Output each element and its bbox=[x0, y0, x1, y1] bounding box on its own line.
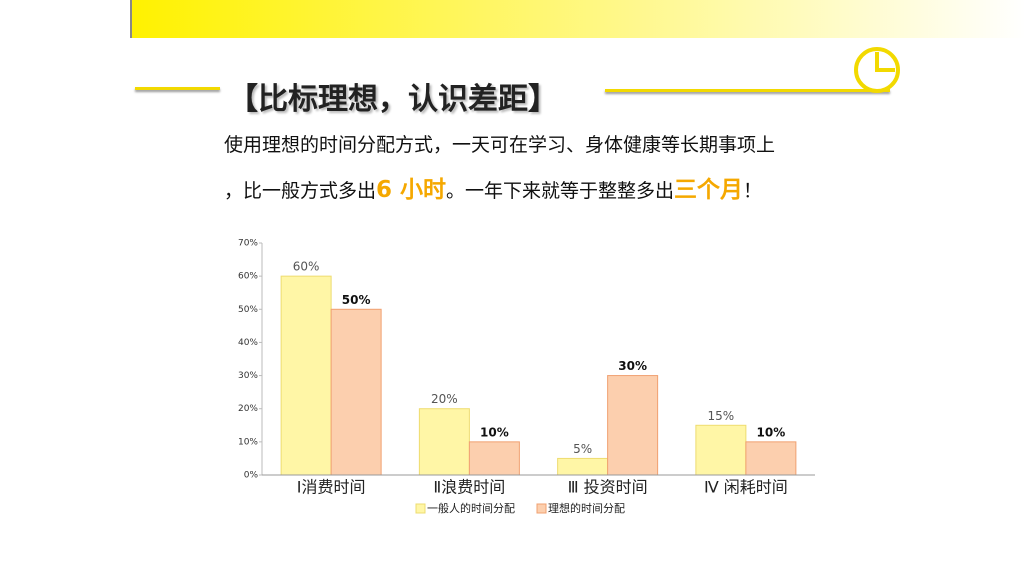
bar bbox=[695, 424, 747, 476]
text: 。一年下来就等于整整多出 bbox=[446, 180, 675, 202]
highlight: 三个月 bbox=[674, 177, 744, 203]
y-tick-label: 60% bbox=[238, 272, 258, 282]
bar bbox=[330, 308, 382, 476]
legend-swatch bbox=[415, 503, 426, 514]
bar bbox=[745, 441, 797, 476]
body-text: ，比一般方式多出6 小时。一年下来就等于整整多出三个月！ bbox=[224, 170, 762, 204]
bar bbox=[607, 375, 659, 476]
legend-swatch bbox=[536, 503, 547, 514]
x-tick-label: Ⅱ浪费时间 bbox=[433, 478, 505, 497]
highlight: 6 小时 bbox=[376, 177, 447, 203]
bar bbox=[280, 275, 332, 476]
x-tick-label: Ⅳ 闲耗时间 bbox=[704, 478, 788, 497]
slide-title: 【比标理想，认识差距】 bbox=[228, 82, 558, 117]
y-tick-label: 50% bbox=[238, 305, 258, 315]
title-rule bbox=[605, 89, 890, 92]
x-tick-label: Ⅲ 投资时间 bbox=[568, 478, 648, 497]
legend-label: 理想的时间分配 bbox=[548, 501, 625, 515]
legend-label: 一般人的时间分配 bbox=[427, 501, 515, 515]
top-banner bbox=[130, 0, 1024, 38]
value-label: 10% bbox=[480, 425, 509, 439]
y-tick-label: 30% bbox=[238, 371, 258, 381]
y-tick-label: 40% bbox=[238, 338, 258, 348]
text: ！ bbox=[743, 180, 763, 202]
value-label: 5% bbox=[573, 442, 592, 456]
bar bbox=[468, 441, 520, 476]
clock-icon bbox=[854, 47, 900, 93]
y-tick-label: 10% bbox=[238, 437, 258, 447]
x-tick-label: Ⅰ消费时间 bbox=[297, 478, 366, 497]
value-label: 15% bbox=[708, 409, 735, 423]
value-label: 20% bbox=[431, 392, 458, 406]
y-tick-label: 20% bbox=[238, 404, 258, 414]
value-label: 10% bbox=[757, 425, 786, 439]
text: ，比一般方式多出 bbox=[224, 180, 377, 202]
value-label: 60% bbox=[293, 260, 320, 274]
y-tick-label: 0% bbox=[244, 471, 259, 481]
value-label: 30% bbox=[618, 359, 647, 373]
bar bbox=[557, 457, 609, 476]
title-rule bbox=[135, 87, 220, 90]
body-text: 使用理想的时间分配方式，一天可在学习、身体健康等长期事项上 bbox=[224, 134, 776, 156]
y-tick-label: 70% bbox=[238, 239, 258, 249]
value-label: 50% bbox=[342, 293, 371, 307]
bar bbox=[418, 408, 470, 476]
